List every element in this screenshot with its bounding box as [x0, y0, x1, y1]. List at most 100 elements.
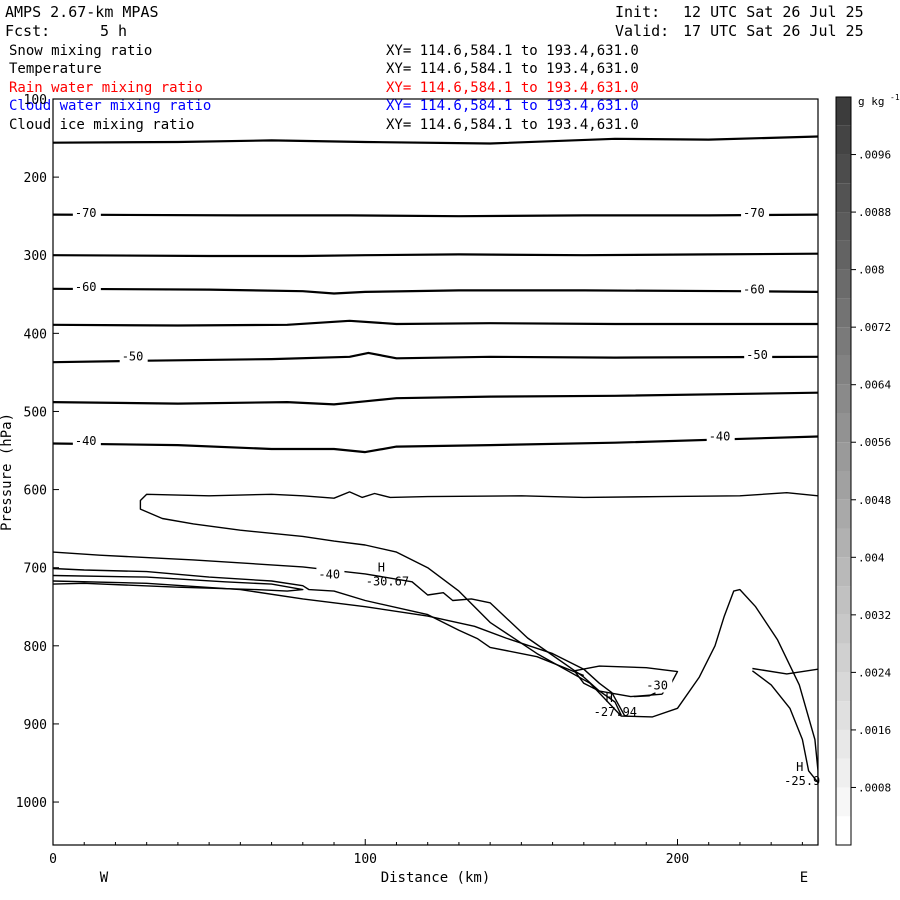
init-value: 12 UTC Sat 26 Jul 25	[683, 3, 864, 21]
field-xy-range: XY= 114.6,584.1 to 193.4,631.0	[386, 61, 639, 77]
model-title: AMPS 2.67-km MPAS	[5, 3, 159, 21]
colorbar-swatch	[836, 672, 851, 702]
colorbar-swatch	[836, 729, 851, 759]
field-name: Cloud ice mixing ratio	[9, 117, 195, 133]
field-xy-range: XY= 114.6,584.1 to 193.4,631.0	[386, 117, 639, 133]
contour-label: -40	[709, 429, 731, 443]
west-label: W	[100, 870, 109, 886]
contour-label-bg	[72, 205, 101, 220]
forecast-label: Fcst:	[5, 22, 51, 40]
field-name: Snow mixing ratio	[9, 43, 153, 59]
colorbar-unit: g kg	[858, 95, 885, 108]
y-tick-label: 200	[24, 171, 47, 186]
isotherm-line	[53, 252, 818, 258]
contour-label: -30	[646, 679, 668, 693]
colorbar-tick-label: .0072	[858, 321, 891, 334]
high-markers: H-30.67H-27.94H-25.9	[366, 561, 821, 788]
contour-label-bg	[744, 348, 773, 363]
colorbar-swatch	[836, 384, 851, 414]
isotherm-line	[53, 391, 818, 406]
colorbar-swatch	[836, 701, 851, 730]
contour-labels: -70 -70 -60 -60 -50 -50 -40 -40 -40 -30	[72, 205, 773, 693]
colorbar-swatch	[836, 298, 851, 328]
contour-label-bg	[741, 205, 770, 220]
x-tick-label: 200	[666, 852, 689, 867]
isotherm-line	[53, 351, 818, 364]
cloud-contour-line	[139, 491, 818, 785]
y-tick-label: 400	[24, 327, 47, 342]
colorbar-swatch	[836, 586, 851, 615]
plot-frame	[52, 98, 819, 846]
contour-label-bg	[119, 349, 148, 364]
colorbar-tick-label: .0056	[858, 436, 891, 449]
x-tick-label: 100	[354, 852, 377, 867]
cloud-contour-line	[752, 667, 818, 675]
contour-label-bg	[316, 567, 345, 582]
colorbar-tick-label: .0008	[858, 781, 891, 794]
field-name: Rain water mixing ratio	[9, 80, 203, 96]
cloud-contour-line	[633, 692, 656, 698]
contour-label: -40	[75, 434, 97, 448]
colorbar-frame	[835, 96, 852, 846]
colorbar-swatch	[836, 97, 851, 126]
y-tick-label: 600	[24, 484, 47, 499]
valid-label: Valid:	[615, 22, 670, 40]
colorbar-swatch	[836, 154, 851, 184]
colorbar-swatch	[836, 183, 851, 213]
y-tick-label: 800	[24, 640, 47, 655]
colorbar-tick-label: .0048	[858, 494, 891, 507]
high-symbol: H	[378, 561, 385, 575]
colorbar-swatch	[836, 125, 851, 155]
colorbar-tick-label: .0024	[858, 666, 891, 679]
colorbar-swatch	[836, 471, 851, 500]
cloud-contour-line	[751, 670, 818, 783]
high-value: -30.67	[366, 575, 409, 589]
field-xy-range: XY= 114.6,584.1 to 193.4,631.0	[386, 80, 639, 96]
colorbar-swatch	[836, 614, 851, 644]
x-tick-label: 0	[49, 852, 57, 867]
colorbar-tick-label: .0088	[858, 206, 891, 219]
contour-label: -50	[122, 350, 144, 364]
colorbar-swatch	[836, 528, 851, 558]
y-tick-label: 900	[24, 718, 47, 733]
colorbar-swatch	[836, 212, 851, 241]
isotherm-line	[53, 213, 818, 218]
colorbar-tick-label: .004	[858, 551, 885, 564]
colorbar-swatch	[836, 327, 851, 356]
contour-label: -50	[746, 348, 768, 362]
contour-label: -60	[75, 280, 97, 294]
field-name: Temperature	[9, 61, 102, 77]
y-tick-label: 100	[24, 93, 47, 108]
y-tick-label: 500	[24, 405, 47, 420]
colorbar-tick-label: .0064	[858, 379, 891, 392]
colorbar: .0008 .0016 .0024 .0032 .004 .0048 .0056 .0064.…	[835, 93, 900, 846]
high-symbol: H	[796, 760, 803, 774]
colorbar-swatch	[836, 758, 851, 788]
x-axis-label: Distance (km)	[381, 870, 491, 886]
colorbar-swatch	[836, 816, 851, 845]
y-axis-label: Pressure (hPa)	[0, 413, 15, 531]
init-label: Init:	[615, 3, 661, 21]
colorbar-swatch	[836, 240, 851, 270]
colorbar-swatch	[836, 442, 851, 471]
contour-label-bg	[644, 678, 673, 693]
colorbar-swatch	[836, 499, 851, 529]
isotherm-line	[53, 435, 818, 454]
colorbar-swatch	[836, 413, 851, 443]
cloud-contour-line	[53, 551, 622, 716]
contour-label: -40	[318, 568, 340, 582]
y-tick-label: 1000	[16, 796, 47, 811]
east-label: E	[800, 870, 808, 886]
high-value: -25.9	[784, 774, 820, 788]
contour-label-bg	[741, 282, 770, 297]
colorbar-swatch	[836, 355, 851, 385]
field-name: Cloud water mixing ratio	[9, 98, 212, 114]
axes: 100 200 300 400 500 600 700 800 900 1000 0 100 200 Di…	[0, 93, 819, 886]
isotherm-line	[53, 319, 818, 327]
isotherm-line	[53, 135, 818, 145]
colorbar-tick-label: .008	[858, 264, 885, 277]
isotherm-contours	[53, 135, 818, 454]
colorbar-unit-exponent: -1	[890, 93, 900, 102]
